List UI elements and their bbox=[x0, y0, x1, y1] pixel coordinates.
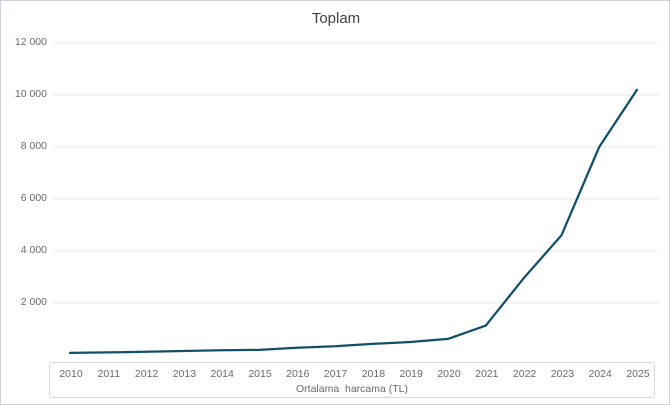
x-tick-label: 2025 bbox=[626, 368, 650, 380]
data-line-toplam bbox=[68, 88, 639, 355]
y-axis-labels: 2 000 4 000 6 000 8 000 10 000 12 000 bbox=[1, 1, 47, 404]
x-tick-label: 2019 bbox=[399, 368, 423, 380]
x-tick-label: 2023 bbox=[550, 368, 575, 380]
y-tick-label: 6 000 bbox=[20, 192, 47, 204]
x-axis-title: Ortalama harcama (TL) bbox=[295, 383, 409, 395]
x-tick-label: 2016 bbox=[286, 368, 310, 380]
x-tick-label: 2014 bbox=[210, 368, 234, 380]
y-tick-label: 12 000 bbox=[14, 36, 47, 48]
y-tick-label: 2 000 bbox=[20, 296, 47, 308]
gridlines bbox=[53, 42, 658, 304]
y-tick-label: 8 000 bbox=[20, 140, 47, 152]
x-tick-label: 2024 bbox=[588, 368, 612, 380]
y-tick-label: 10 000 bbox=[14, 88, 47, 100]
x-tick-label: 2022 bbox=[512, 368, 537, 380]
y-tick-label: 4 000 bbox=[20, 244, 47, 256]
x-tick-label: 2021 bbox=[475, 368, 499, 380]
chart-title: Toplam bbox=[311, 10, 361, 27]
x-tick-label: 2015 bbox=[248, 368, 272, 380]
x-tick-label: 2020 bbox=[437, 368, 461, 380]
x-tick-label: 2011 bbox=[97, 368, 121, 380]
x-tick-label: 2013 bbox=[172, 368, 197, 380]
x-tick-label: 2018 bbox=[361, 368, 386, 380]
x-tick-label: 2017 bbox=[323, 368, 348, 380]
x-axis-box: 2010 2011 2012 2013 2014 2015 2016 2017 2018 2019… bbox=[49, 362, 655, 398]
x-tick-label: 2012 bbox=[134, 368, 159, 380]
x-tick-label: 2010 bbox=[59, 368, 83, 380]
